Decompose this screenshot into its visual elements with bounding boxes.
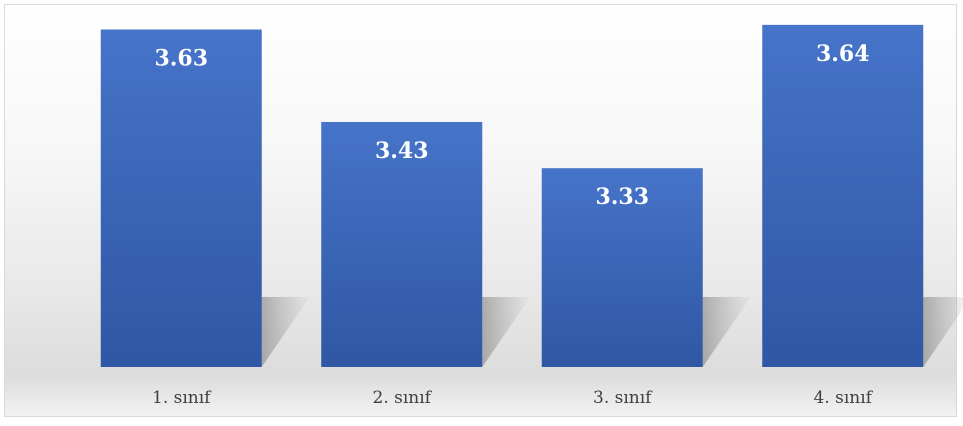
bars [100, 24, 924, 368]
bar-shadows [261, 297, 963, 367]
bar-chart: 3.63 3.43 3.33 3.64 1. sınıf 2. sınıf 3. sını… [100, 24, 963, 408]
data-label-4: 3.64 [816, 41, 870, 67]
bar-4 [762, 24, 924, 368]
data-label-2: 3.43 [375, 138, 429, 164]
bar-shadow [702, 297, 751, 367]
category-label-1: 1. sınıf [152, 388, 212, 408]
category-labels: 1. sınıf 2. sınıf 3. sınıf 4. sınıf [152, 388, 874, 408]
bar-1 [100, 29, 262, 368]
data-label-1: 3.63 [154, 45, 208, 71]
bar-2 [321, 121, 483, 368]
bar-shadow [923, 297, 963, 367]
category-label-3: 3. sınıf [593, 388, 653, 408]
bar-3 [541, 168, 703, 367]
value-labels: 3.63 3.43 3.33 3.64 [154, 41, 869, 210]
bar-shadow [482, 297, 531, 367]
category-label-4: 4. sınıf [814, 388, 874, 408]
data-label-3: 3.33 [595, 184, 649, 210]
bar-shadow [261, 297, 310, 367]
category-label-2: 2. sınıf [373, 388, 433, 408]
chart-frame: 3.63 3.43 3.33 3.64 1. sınıf 2. sınıf 3. sını… [4, 4, 963, 417]
